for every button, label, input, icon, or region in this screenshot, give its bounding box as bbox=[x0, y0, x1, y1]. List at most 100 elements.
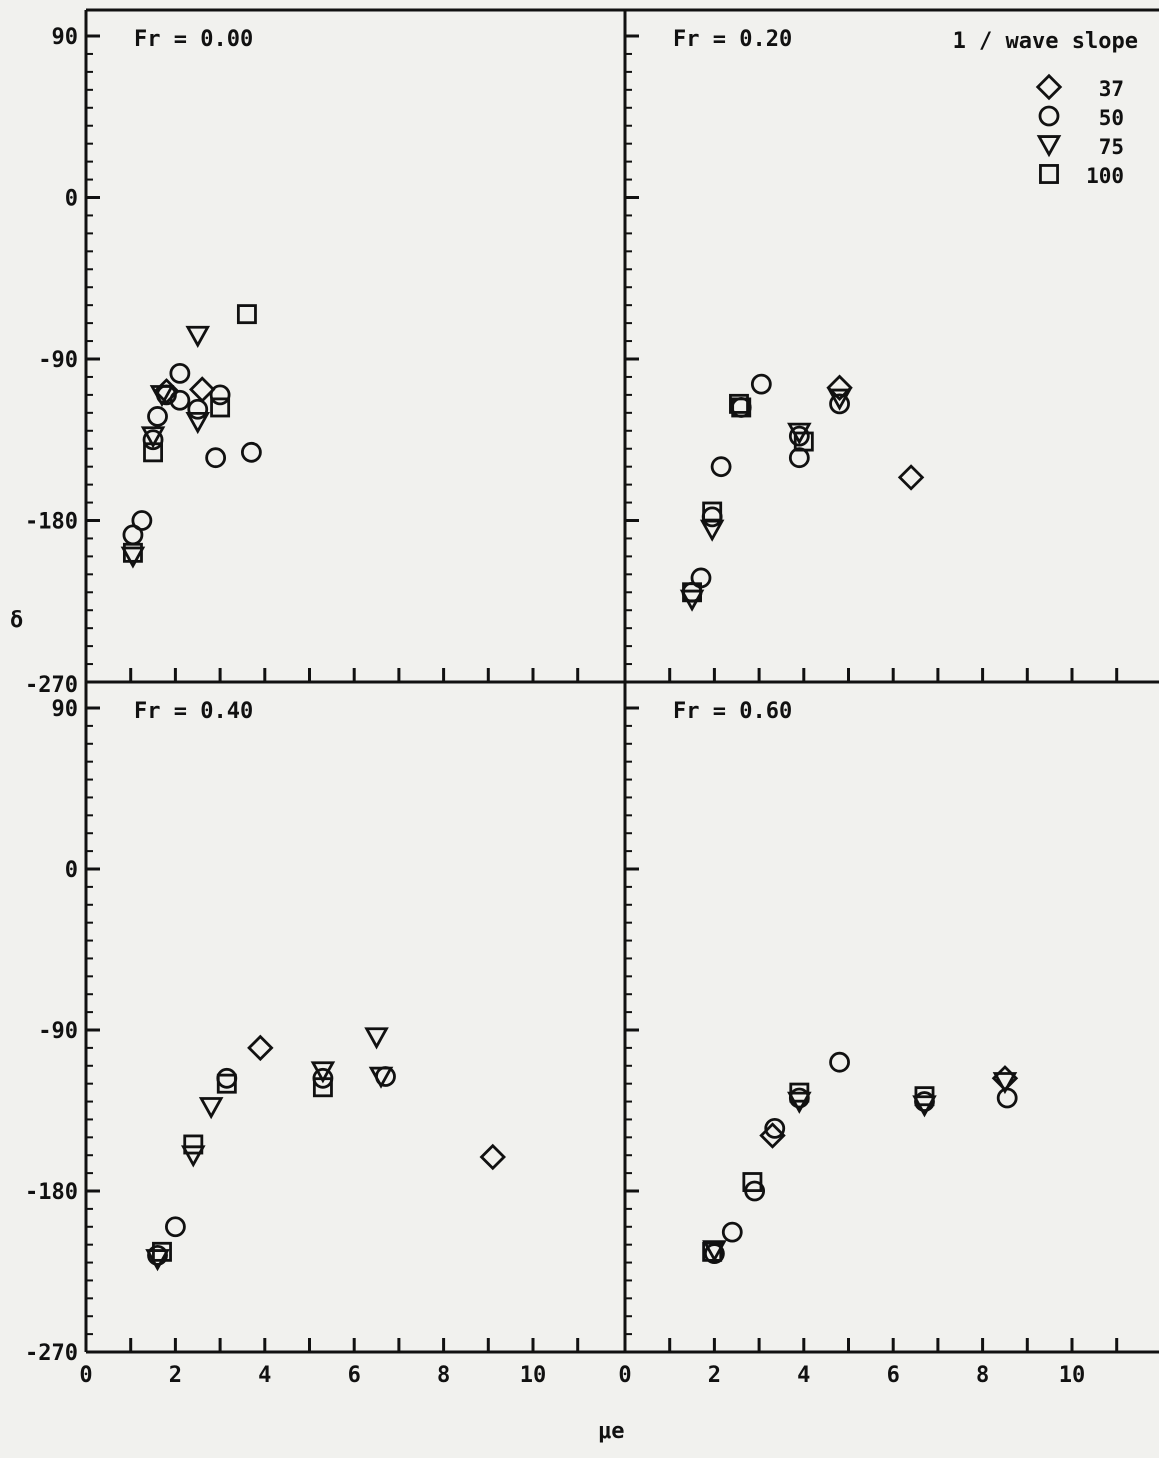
x-tick-label: 0 bbox=[79, 1363, 92, 1388]
legend-entry-label: 100 bbox=[1086, 164, 1124, 188]
square-marker bbox=[682, 582, 703, 603]
y-tick-label: 90 bbox=[52, 697, 79, 722]
circle-marker bbox=[240, 441, 262, 463]
legend-entries: 37 50 75 100 bbox=[1035, 73, 1124, 188]
circle-marker bbox=[829, 393, 850, 415]
circle-marker bbox=[721, 1221, 743, 1243]
circle-marker bbox=[131, 510, 153, 531]
y-tick-label: 0 bbox=[65, 858, 78, 883]
y-tick-label: 90 bbox=[52, 25, 79, 50]
legend-triangle-down-marker bbox=[1036, 135, 1062, 158]
triangle-down-marker bbox=[992, 1072, 1018, 1095]
square-marker bbox=[702, 501, 723, 522]
circle-marker bbox=[209, 384, 231, 406]
panel-title: Fr = 0.60 bbox=[673, 699, 792, 724]
panel-titles: Fr = 0.00 Fr = 0.20 Fr = 0.40 Fr = 0.60 bbox=[134, 27, 792, 724]
triangle-down-marker bbox=[827, 388, 852, 411]
triangle-down-marker bbox=[185, 411, 211, 435]
circle-marker bbox=[710, 456, 732, 478]
circle-marker bbox=[147, 406, 168, 427]
square-marker bbox=[216, 1073, 237, 1094]
triangle-down-marker bbox=[140, 426, 166, 449]
circle-marker bbox=[788, 425, 810, 447]
square-marker bbox=[702, 1241, 723, 1262]
square-marker bbox=[914, 1086, 935, 1107]
circle-marker bbox=[147, 1245, 168, 1266]
square-marker bbox=[152, 1241, 172, 1262]
x-tick-label: 4 bbox=[258, 1363, 271, 1388]
y-tick-label: -180 bbox=[25, 1180, 78, 1205]
circle-marker bbox=[169, 389, 191, 411]
circle-marker bbox=[750, 373, 772, 395]
panel-title: Fr = 0.00 bbox=[134, 27, 253, 52]
circle-marker bbox=[169, 362, 191, 384]
circle-marker bbox=[205, 447, 227, 469]
square-marker bbox=[143, 442, 164, 463]
diamond-marker bbox=[479, 1143, 506, 1171]
square-marker bbox=[122, 542, 143, 563]
triangle-down-marker bbox=[364, 1027, 389, 1050]
legend-entry-label: 75 bbox=[1099, 135, 1124, 159]
x-tick-label: 4 bbox=[797, 1363, 810, 1388]
legend-entry-label: 50 bbox=[1099, 106, 1124, 130]
x-tick-label: 2 bbox=[708, 1363, 721, 1388]
legend-circle-marker bbox=[1038, 105, 1060, 127]
square-marker bbox=[236, 304, 257, 325]
diamond-marker bbox=[826, 374, 853, 401]
square-marker bbox=[312, 1077, 333, 1098]
diamond-marker bbox=[897, 464, 925, 491]
x-tick-label: 0 bbox=[618, 1363, 631, 1388]
y-axis-label: δ bbox=[10, 608, 23, 633]
triangle-down-marker bbox=[699, 519, 725, 542]
axis-ticks bbox=[84, 34, 1119, 1354]
y-tick-label: -270 bbox=[25, 673, 78, 698]
triangle-down-marker bbox=[181, 1145, 206, 1168]
triangle-down-marker bbox=[368, 1066, 394, 1089]
legend-diamond-marker bbox=[1035, 73, 1063, 101]
triangle-down-marker bbox=[149, 385, 175, 408]
circle-marker bbox=[996, 1087, 1018, 1109]
square-marker bbox=[793, 431, 814, 452]
square-marker bbox=[729, 393, 749, 414]
legend-square-marker bbox=[1039, 164, 1059, 184]
panel-title: Fr = 0.20 bbox=[673, 27, 792, 52]
diamond-marker bbox=[247, 1034, 274, 1062]
square-marker bbox=[210, 397, 231, 418]
triangle-down-marker bbox=[120, 546, 146, 569]
legend-title: 1 / wave slope bbox=[953, 29, 1138, 54]
square-marker bbox=[731, 397, 752, 418]
triangle-down-marker bbox=[198, 1097, 224, 1120]
x-tick-label: 2 bbox=[169, 1363, 182, 1388]
circle-marker bbox=[829, 1051, 850, 1073]
data-markers bbox=[120, 304, 1019, 1272]
x-tick-label: 8 bbox=[437, 1363, 450, 1388]
x-axis-label: μe bbox=[598, 1419, 625, 1444]
x-tick-label: 6 bbox=[887, 1363, 900, 1388]
square-marker bbox=[789, 1082, 810, 1103]
y-tick-label: -180 bbox=[25, 510, 78, 535]
y-tick-label: -90 bbox=[38, 348, 78, 373]
y-tick-label: -90 bbox=[38, 1019, 78, 1044]
x-tick-label: 6 bbox=[348, 1363, 361, 1388]
circle-marker bbox=[142, 429, 164, 451]
y-tick-label: -270 bbox=[25, 1341, 78, 1366]
x-tick-label: 10 bbox=[520, 1363, 547, 1388]
circle-marker bbox=[216, 1067, 238, 1089]
legend-entry-label: 37 bbox=[1099, 77, 1124, 101]
triangle-down-marker bbox=[310, 1061, 336, 1084]
legend: 1 / wave slope 37 50 75 100 bbox=[953, 29, 1138, 188]
panel-title: Fr = 0.40 bbox=[134, 699, 253, 724]
x-tick-label: 8 bbox=[976, 1363, 989, 1388]
panel-frames bbox=[84, 8, 1159, 1354]
circle-marker bbox=[164, 1216, 186, 1238]
square-marker bbox=[183, 1134, 204, 1155]
triangle-down-marker bbox=[185, 325, 211, 348]
x-tick-label: 10 bbox=[1059, 1363, 1086, 1388]
circle-marker bbox=[187, 398, 209, 420]
square-marker bbox=[742, 1172, 763, 1193]
circle-marker bbox=[764, 1117, 786, 1139]
circle-marker bbox=[701, 506, 723, 528]
y-tick-label: 0 bbox=[65, 187, 78, 212]
